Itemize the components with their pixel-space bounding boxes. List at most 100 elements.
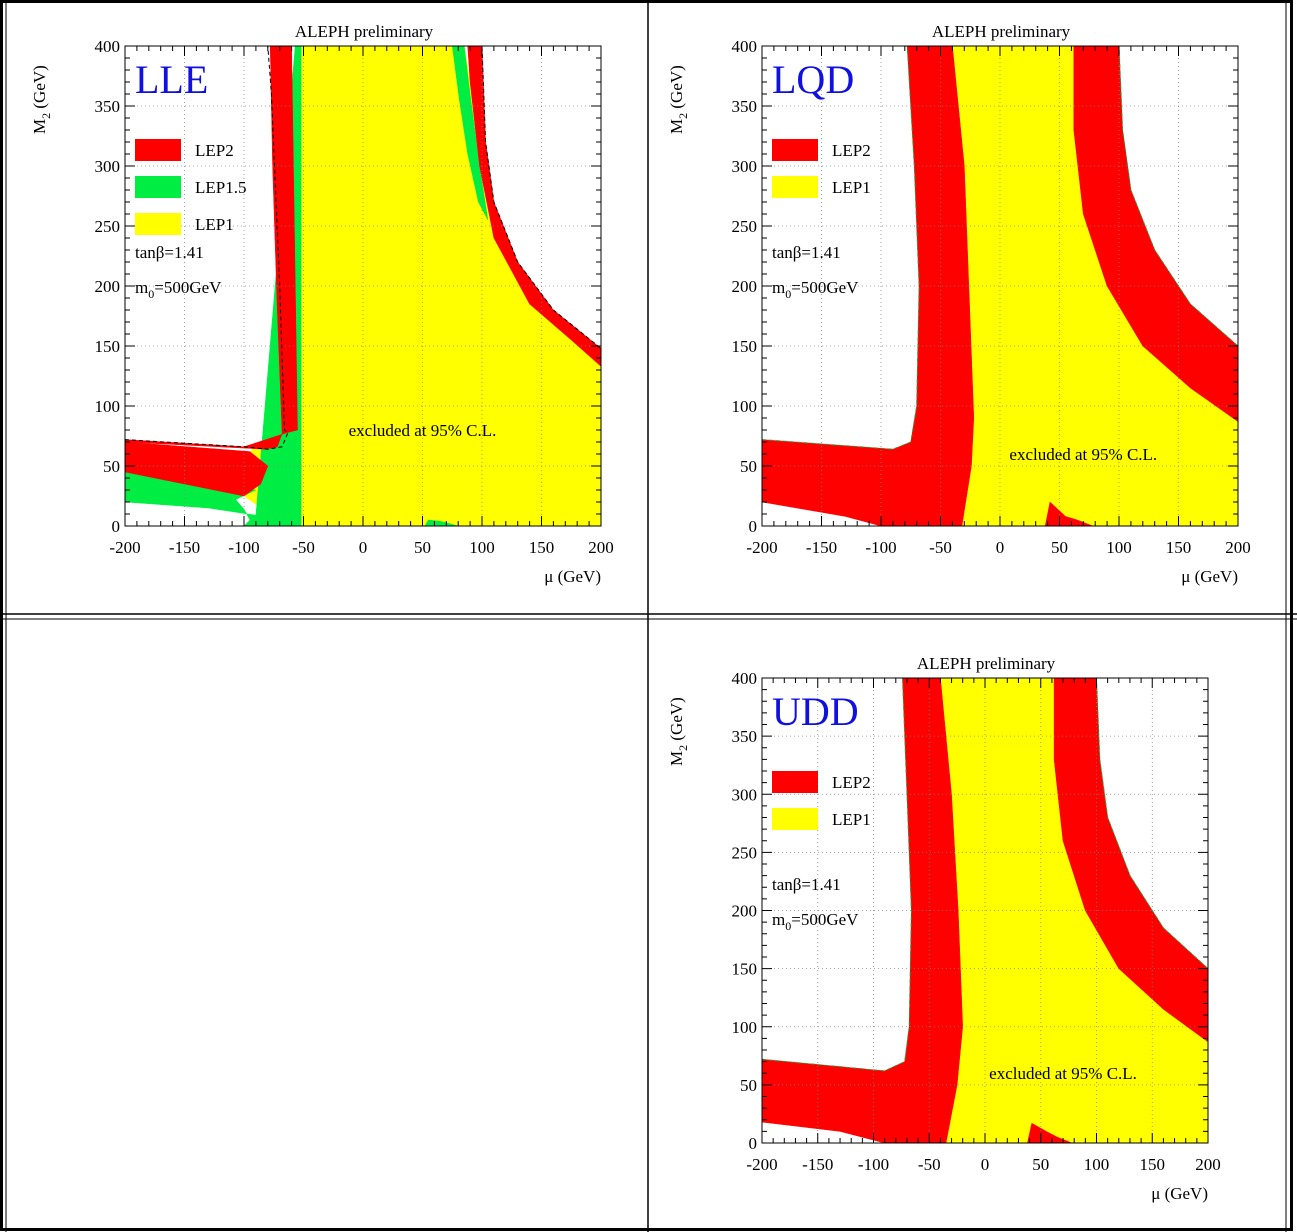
ticks	[761, 677, 1209, 1144]
x-tick-label: -100	[865, 538, 896, 557]
y-axis-title: M2 (GeV)	[30, 65, 53, 134]
region-lep1-5	[424, 519, 459, 526]
x-tick-label: -150	[169, 538, 200, 557]
region-lep2	[1044, 501, 1093, 526]
param-m0: m0=500GeV	[772, 910, 859, 933]
y-tick-label: 350	[732, 727, 758, 746]
grid	[762, 46, 1238, 526]
x-tick-label: 100	[469, 538, 495, 557]
param-m0: m0=500GeV	[135, 278, 222, 301]
excluded-annotation: excluded at 95% C.L.	[989, 1064, 1137, 1083]
y-tick-label: 100	[732, 1018, 758, 1037]
x-tick-label: 150	[529, 538, 555, 557]
legend-swatch-lep1	[135, 213, 181, 235]
param-m0-value: =500GeV	[154, 278, 222, 297]
y-axis-title-unit: (GeV)	[667, 65, 686, 113]
x-axis-title: μ (GeV)	[544, 567, 601, 586]
y-axis-title-sub: 2	[676, 745, 690, 751]
y-axis-title-main: M	[667, 751, 686, 766]
legend-label: LEP1	[832, 178, 871, 197]
y-axis-title: M2 (GeV)	[667, 697, 690, 766]
x-tick-label: 100	[1106, 538, 1132, 557]
y-tick-label: 350	[95, 97, 121, 116]
param-m0-main: m	[772, 278, 785, 297]
x-tick-label: -50	[918, 1155, 941, 1174]
x-tick-label: 150	[1140, 1155, 1166, 1174]
x-axis-title: μ (GeV)	[1151, 1184, 1208, 1203]
ticks	[761, 45, 1239, 527]
param-tanbeta: tanβ=1.41	[135, 243, 204, 262]
legend-label: LEP2	[832, 141, 871, 160]
x-tick-label: -200	[746, 1155, 777, 1174]
region-lep2	[125, 441, 269, 497]
region-lep2	[1073, 46, 1238, 422]
y-axis-title-sub: 2	[676, 113, 690, 119]
y-tick-label: 0	[112, 517, 121, 536]
param-m0-value: =500GeV	[791, 910, 859, 929]
x-tick-label: -50	[292, 538, 315, 557]
param-m0-sub: 0	[148, 287, 154, 301]
channel-label: UDD	[772, 689, 859, 734]
x-tick-label: -50	[929, 538, 952, 557]
chart-panel-lle: -200 -150 -100 -50 0 50 100 150 200 0 50 100 150 200 2…	[30, 22, 614, 586]
param-m0-sub: 0	[785, 287, 791, 301]
y-axis-title-unit: (GeV)	[667, 697, 686, 745]
region-lep1-5	[452, 46, 489, 221]
y-tick-label: 50	[740, 457, 757, 476]
legend-swatch-lep2	[135, 139, 181, 161]
y-tick-label: 100	[732, 397, 758, 416]
chart-title: ALEPH preliminary	[917, 654, 1056, 673]
y-tick-label: 0	[749, 1134, 758, 1153]
y-tick-label: 400	[95, 37, 121, 56]
x-tick-label: -150	[802, 1155, 833, 1174]
region-lep1-5	[125, 46, 302, 526]
x-tick-label: 150	[1166, 538, 1192, 557]
param-tanbeta: tanβ=1.41	[772, 243, 841, 262]
y-tick-label: 0	[749, 517, 758, 536]
y-tick-label: 400	[732, 669, 758, 688]
x-tick-label: 200	[588, 538, 614, 557]
y-tick-label: 150	[95, 337, 121, 356]
x-tick-label: 0	[981, 1155, 990, 1174]
channel-label: LQD	[772, 57, 854, 102]
y-axis-title-unit: (GeV)	[30, 65, 49, 113]
x-tick-label: 200	[1195, 1155, 1221, 1174]
legend-swatch-lep1-5	[135, 176, 181, 198]
excluded-annotation: excluded at 95% C.L.	[349, 421, 497, 440]
x-tick-label: -200	[746, 538, 777, 557]
region-lep2	[1027, 1122, 1073, 1143]
y-tick-label: 150	[732, 337, 758, 356]
legend-label: LEP2	[195, 141, 234, 160]
legend-label: LEP1	[832, 810, 871, 829]
y-tick-label: 200	[732, 902, 758, 921]
chart-panel-lqd: -200 -150 -100 -50 0 50 100 150 200 0 50 100 150 200 2…	[667, 22, 1251, 586]
legend-swatch-lep2	[772, 139, 818, 161]
y-axis-title: M2 (GeV)	[667, 65, 690, 134]
param-m0-main: m	[772, 910, 785, 929]
x-tick-label: 50	[414, 538, 431, 557]
chart-panel-udd: -200 -150 -100 -50 0 50 100 150 200 0 50 100 150 200 2…	[667, 654, 1221, 1203]
y-tick-label: 250	[95, 217, 121, 236]
x-axis-title: μ (GeV)	[1181, 567, 1238, 586]
param-m0-sub: 0	[785, 919, 791, 933]
x-tick-label: 50	[1051, 538, 1068, 557]
exclusion-boundary	[762, 46, 1238, 450]
y-tick-label: 250	[732, 843, 758, 862]
y-axis-title-main: M	[667, 119, 686, 134]
legend-swatch-lep1	[772, 808, 818, 830]
chart-title: ALEPH preliminary	[932, 22, 1071, 41]
param-tanbeta: tanβ=1.41	[772, 875, 841, 894]
legend-swatch-lep2	[772, 771, 818, 793]
x-tick-label: -100	[228, 538, 259, 557]
y-tick-label: 50	[740, 1076, 757, 1095]
excluded-annotation: excluded at 95% C.L.	[1009, 445, 1157, 464]
y-tick-label: 250	[732, 217, 758, 236]
x-tick-label: 200	[1225, 538, 1251, 557]
y-axis-title-main: M	[30, 119, 49, 134]
y-tick-label: 400	[732, 37, 758, 56]
legend-label: LEP1	[195, 215, 234, 234]
y-tick-label: 50	[103, 457, 120, 476]
x-tick-label: 100	[1084, 1155, 1110, 1174]
